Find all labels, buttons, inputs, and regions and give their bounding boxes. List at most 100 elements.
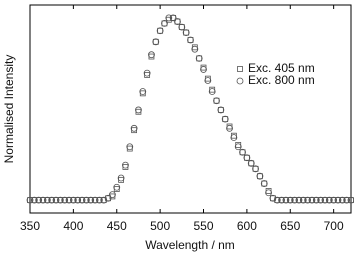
marker-square (335, 197, 341, 204)
marker-square (100, 197, 107, 204)
marker-circle (278, 196, 285, 204)
marker-square (53, 197, 59, 204)
marker-circle (286, 196, 294, 204)
marker-square (222, 116, 229, 123)
marker-square (217, 107, 224, 113)
marker-circle (174, 18, 181, 25)
marker-circle (165, 14, 173, 22)
marker-square (300, 197, 307, 204)
marker-square (35, 197, 42, 204)
marker-square (122, 164, 129, 170)
marker-circle (221, 115, 229, 123)
marker-circle (204, 77, 212, 84)
marker-square (322, 197, 328, 204)
marker-circle (56, 196, 64, 204)
marker-square (31, 197, 38, 204)
marker-circle (291, 196, 299, 204)
marker-square (70, 197, 77, 204)
marker-circle (256, 172, 264, 180)
marker-circle (135, 106, 142, 114)
marker-circle (182, 29, 190, 37)
marker-circle (169, 14, 177, 22)
marker-circle (161, 20, 168, 27)
x-tick-label: 500 (150, 219, 170, 233)
marker-square (191, 44, 198, 51)
x-tick-label: 400 (63, 219, 83, 233)
marker-circle (273, 196, 281, 204)
marker-circle (109, 191, 116, 198)
marker-circle (82, 196, 90, 204)
marker-circle (308, 196, 316, 204)
marker-circle (217, 106, 225, 114)
marker-square (148, 53, 155, 60)
marker-square (204, 75, 211, 82)
marker-circle (35, 196, 43, 204)
marker-circle (299, 196, 307, 204)
marker-circle (143, 69, 151, 77)
marker-circle (139, 88, 147, 95)
marker-square (213, 97, 220, 104)
marker-circle (334, 196, 342, 204)
marker-square (265, 188, 272, 194)
marker-circle (234, 143, 242, 151)
marker-circle (236, 77, 244, 85)
marker-circle (325, 196, 333, 204)
marker-square (283, 197, 289, 204)
marker-circle (26, 196, 34, 204)
marker-circle (295, 196, 303, 204)
marker-square (304, 197, 311, 204)
marker-circle (243, 154, 251, 162)
y-axis-label: Normalised Intensity (2, 55, 16, 164)
marker-square (326, 197, 333, 204)
x-tick-label: 700 (324, 219, 344, 233)
marker-square (139, 90, 146, 97)
marker-circle (317, 196, 325, 204)
marker-square (66, 197, 72, 204)
marker-square (113, 186, 120, 192)
marker-square (74, 197, 81, 204)
marker-square (92, 197, 98, 204)
legend-label: Exc. 800 nm (248, 73, 315, 87)
plot-frame (29, 4, 352, 214)
marker-square (183, 29, 190, 36)
marker-square (40, 197, 46, 204)
marker-circle (156, 27, 164, 35)
marker-circle (130, 124, 138, 132)
marker-square (48, 197, 55, 204)
marker-square (309, 197, 315, 204)
marker-square (135, 108, 142, 115)
marker-square (287, 197, 294, 204)
marker-circle (30, 196, 38, 204)
x-tick-label: 350 (20, 219, 40, 233)
marker-circle (200, 66, 207, 73)
marker-square (313, 197, 320, 204)
marker-circle (152, 38, 160, 46)
marker-square (187, 37, 194, 43)
marker-circle (126, 143, 134, 151)
marker-square (83, 197, 90, 204)
legend-label: Exc. 405 nm (248, 61, 315, 75)
marker-circle (178, 23, 186, 31)
marker-circle (91, 196, 99, 204)
marker-square (57, 197, 64, 204)
marker-square (291, 197, 298, 204)
marker-square (144, 72, 151, 78)
marker-square (230, 132, 237, 139)
marker-circle (191, 45, 199, 53)
marker-square (200, 64, 207, 71)
marker-square (174, 18, 181, 25)
marker-circle (43, 196, 51, 204)
x-tick-label: 550 (193, 219, 213, 233)
marker-square (157, 27, 164, 34)
marker-square (339, 197, 346, 204)
marker-circle (247, 159, 255, 167)
marker-circle (338, 196, 346, 204)
marker-circle (74, 196, 82, 204)
marker-circle (226, 124, 233, 132)
x-tick-label: 450 (107, 219, 127, 233)
marker-square (252, 165, 259, 172)
marker-circle (312, 196, 320, 204)
marker-circle (52, 196, 60, 204)
marker-square (152, 38, 159, 45)
